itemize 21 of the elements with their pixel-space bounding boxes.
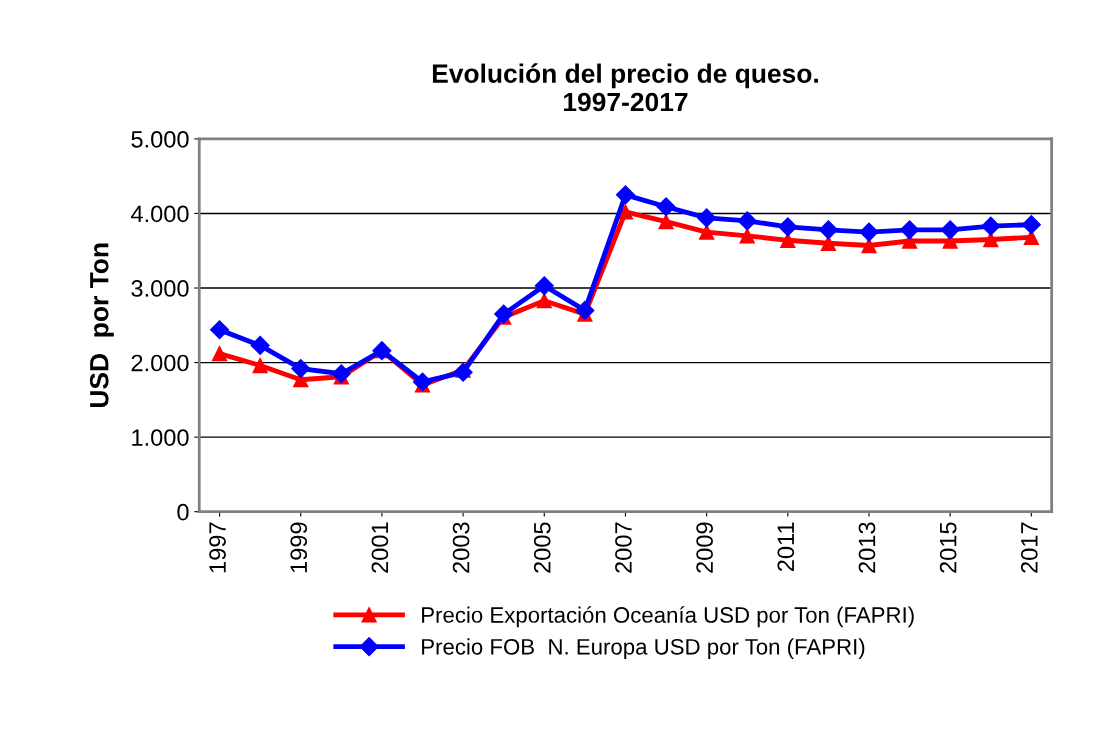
y-tick-label: 0 <box>177 503 189 521</box>
x-tick-label: 2005 <box>533 522 551 573</box>
chart-title: Evolución del precio de queso. 1997-2017 <box>432 63 818 112</box>
y-tick-label: 3.000 <box>131 280 189 297</box>
x-tick-label: 1997 <box>209 522 226 573</box>
x-tick-label: 2015 <box>939 522 957 573</box>
y-tick-label: 4.000 <box>131 205 189 223</box>
x-tick-label: 2007 <box>615 522 632 573</box>
y-tick-label: 1.000 <box>132 429 189 446</box>
legend-label: Precio Exportación Oceanía USD por Ton (FAPRI) <box>422 606 914 628</box>
x-tick-label: 2011 <box>777 522 795 572</box>
x-tick-label: 2001 <box>371 522 389 573</box>
legend-label: Precio FOB N. Europa USD por Ton (FAPRI) <box>422 638 865 660</box>
y-tick-label: 2.000 <box>131 354 189 372</box>
x-tick-label: 2017 <box>1020 522 1038 573</box>
y-axis-title: USD por Ton <box>89 243 114 408</box>
x-tick-label: 2009 <box>696 522 713 573</box>
x-tick-label: 2003 <box>452 522 470 573</box>
x-tick-label: 2013 <box>858 522 876 573</box>
x-tick-label: 1999 <box>290 522 308 573</box>
y-tick-label: 5.000 <box>131 130 189 148</box>
